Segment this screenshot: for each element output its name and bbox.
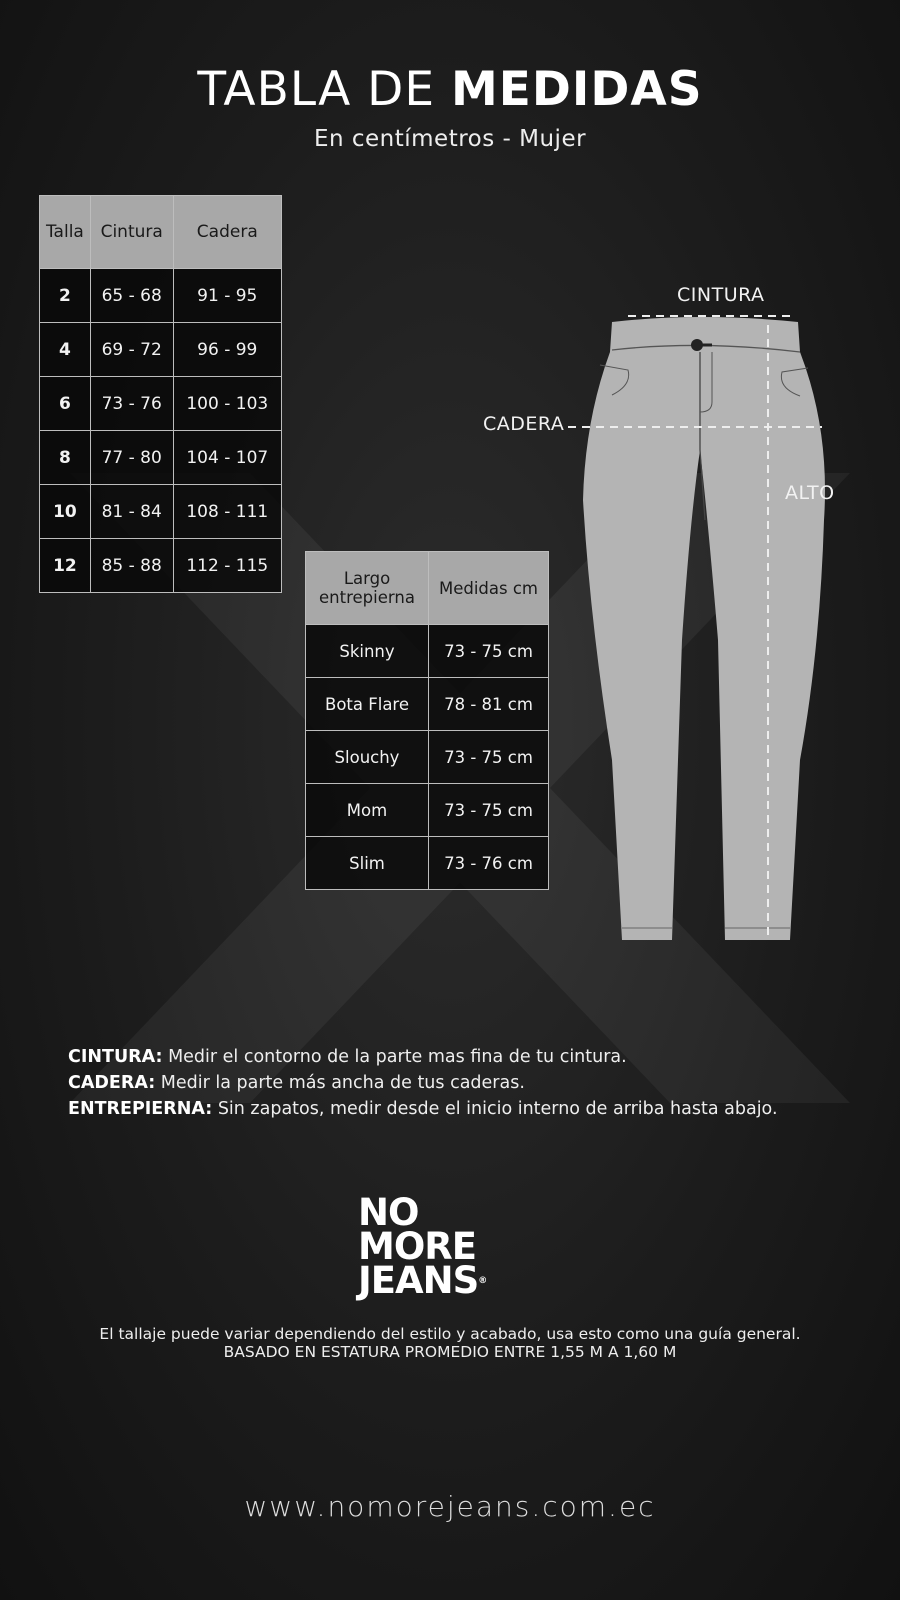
table-cell: 108 - 111	[172, 484, 283, 539]
note-waist: CINTURA: Medir el contorno de la parte m…	[68, 1047, 627, 1067]
size-table: Talla Cintura Cadera 2 65 - 68 91 - 95 4 69 …	[39, 195, 283, 593]
hip-label: CADERA	[483, 413, 565, 435]
page-title: TABLA DE MEDIDAS	[197, 62, 703, 117]
table-cell: 96 - 99	[172, 322, 283, 377]
table-cell: 81 - 84	[89, 484, 174, 539]
table-cell: 104 - 107	[172, 430, 283, 485]
table-row: Mom 73 - 75 cm	[305, 783, 549, 837]
table-row: 2 65 - 68 91 - 95	[39, 268, 283, 323]
table-cell: 91 - 95	[172, 268, 283, 323]
column-header: Cintura	[89, 195, 174, 269]
table-row: Bota Flare 78 - 81 cm	[305, 677, 549, 731]
table-row: Slim 73 - 76 cm	[305, 836, 549, 890]
table-cell: 73 - 76 cm	[428, 836, 549, 890]
disclaimer: El tallaje puede variar dependiendo del …	[99, 1325, 801, 1361]
table-cell: Slouchy	[305, 730, 429, 784]
column-header: Largo entrepierna	[305, 551, 429, 625]
brand-logo: NO MORE JEANS®	[358, 1191, 487, 1302]
table-cell: 78 - 81 cm	[428, 677, 549, 731]
table-cell: Bota Flare	[305, 677, 429, 731]
table-cell: 6	[39, 376, 91, 431]
table-row: 4 69 - 72 96 - 99	[39, 322, 283, 377]
table-row: 6 73 - 76 100 - 103	[39, 376, 283, 431]
table-cell: 73 - 75 cm	[428, 783, 549, 837]
table-cell: 12	[39, 538, 91, 593]
table-cell: 69 - 72	[89, 322, 174, 377]
table-cell: 2	[39, 268, 91, 323]
table-cell: 65 - 68	[89, 268, 174, 323]
table-cell: 8	[39, 430, 91, 485]
website-link[interactable]: www.nomorejeans.com.ec	[244, 1490, 656, 1523]
table-cell: 4	[39, 322, 91, 377]
note-hip: CADERA: Medir la parte más ancha de tus …	[68, 1073, 525, 1093]
table-cell: 100 - 103	[172, 376, 283, 431]
table-cell: 73 - 75 cm	[428, 624, 549, 678]
measurement-notes: CINTURA: Medir el contorno de la parte m…	[68, 1044, 778, 1122]
table-row: 10 81 - 84 108 - 111	[39, 484, 283, 539]
table-cell: Slim	[305, 836, 429, 890]
table-cell: 73 - 76	[89, 376, 174, 431]
table-cell: Skinny	[305, 624, 429, 678]
table-row: Slouchy 73 - 75 cm	[305, 730, 549, 784]
column-header: Talla	[39, 195, 91, 269]
table-row: Skinny 73 - 75 cm	[305, 624, 549, 678]
table-cell: 73 - 75 cm	[428, 730, 549, 784]
column-header: Medidas cm	[428, 551, 549, 625]
waist-label: CINTURA	[677, 284, 765, 306]
table-cell: 10	[39, 484, 91, 539]
page-subtitle: En centímetros - Mujer	[313, 126, 587, 152]
pants-diagram	[568, 315, 825, 940]
table-row: 12 85 - 88 112 - 115	[39, 538, 283, 593]
height-label: ALTO	[785, 482, 835, 504]
table-cell: 85 - 88	[89, 538, 174, 593]
table-cell: 77 - 80	[89, 430, 174, 485]
table-cell: 112 - 115	[172, 538, 283, 593]
inseam-table: Largo entrepierna Medidas cm Skinny 73 - …	[305, 551, 549, 890]
table-row: 8 77 - 80 104 - 107	[39, 430, 283, 485]
note-inseam: ENTREPIERNA: Sin zapatos, medir desde el…	[68, 1099, 778, 1119]
table-cell: Mom	[305, 783, 429, 837]
column-header: Cadera	[172, 195, 283, 269]
